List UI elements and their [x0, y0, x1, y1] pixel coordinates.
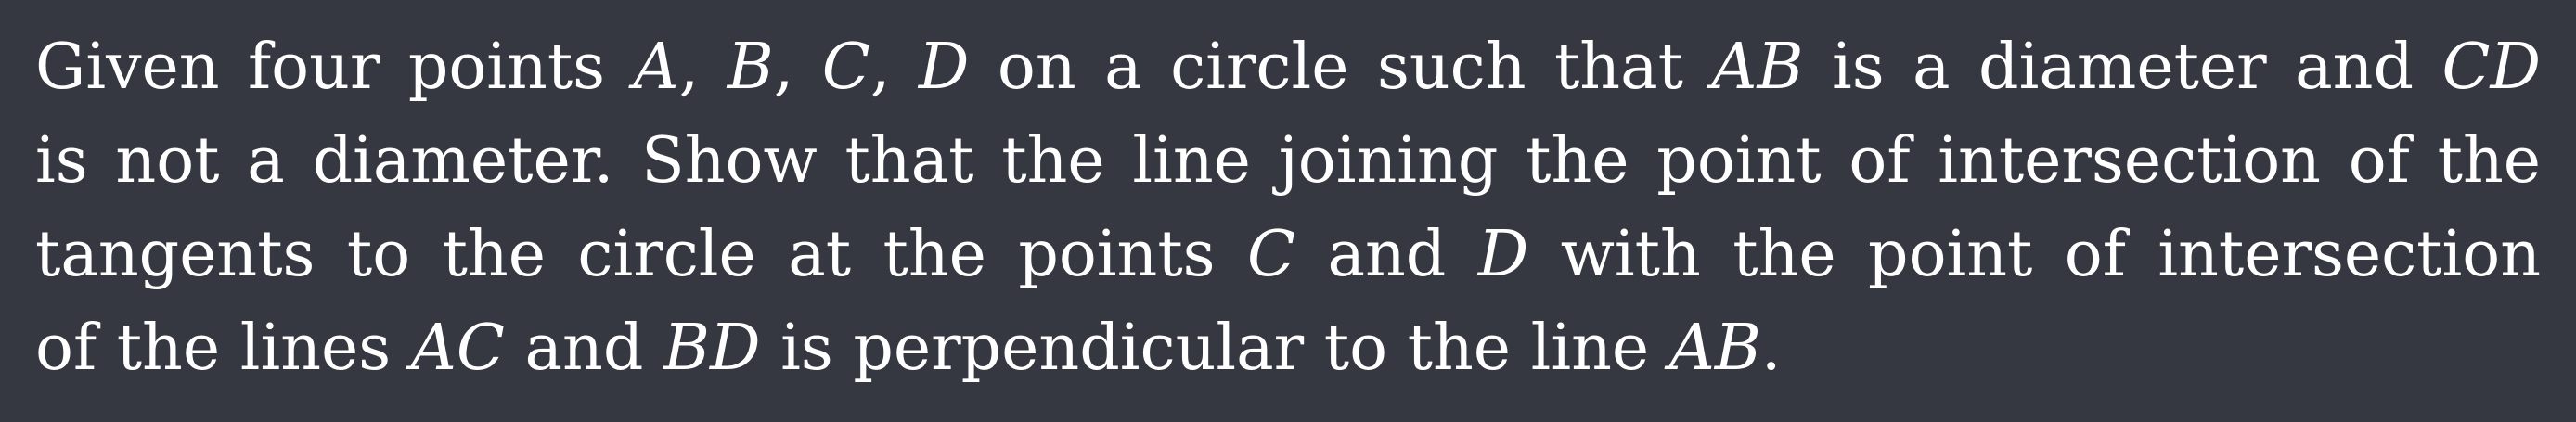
text-run: is not a diameter. Show that the line jo…: [35, 124, 2541, 198]
problem-statement: Given four points A, B, C, D on a circle…: [35, 20, 2541, 395]
text-run: ,: [678, 31, 728, 104]
statement-line-4: of the lines AC and BD is perpendicular …: [35, 301, 2541, 395]
math-symbol: AB: [1711, 31, 1804, 104]
text-run: ,: [869, 31, 919, 104]
math-symbol: C: [821, 31, 870, 104]
math-symbol: D: [1477, 218, 1529, 291]
text-run: .: [1760, 312, 1782, 385]
text-run: is a diameter and: [1803, 31, 2442, 104]
math-symbol: D: [918, 31, 970, 104]
text-run: Given four points: [35, 31, 634, 104]
text-run: of the lines: [35, 312, 411, 385]
text-run: with the point of intersection: [1528, 218, 2541, 291]
math-symbol: AC: [410, 312, 505, 385]
math-symbol: AB: [1668, 312, 1761, 385]
math-symbol: A: [633, 31, 679, 104]
text-run: and: [504, 312, 663, 385]
statement-line-3: tangents to the circle at the points C a…: [35, 208, 2541, 301]
text-run: and: [1295, 218, 1478, 291]
math-symbol: CD: [2441, 31, 2542, 104]
text-run: is perpendicular to the line: [760, 312, 1669, 385]
statement-line-1: Given four points A, B, C, D on a circle…: [35, 20, 2541, 114]
text-run: tangents to the circle at the points: [35, 218, 1247, 291]
math-symbol: C: [1247, 218, 1296, 291]
text-run: ,: [773, 31, 822, 104]
statement-line-2: is not a diameter. Show that the line jo…: [35, 114, 2541, 208]
text-run: on a circle such that: [969, 31, 1712, 104]
math-symbol: BD: [663, 312, 761, 385]
math-symbol: B: [727, 31, 774, 104]
